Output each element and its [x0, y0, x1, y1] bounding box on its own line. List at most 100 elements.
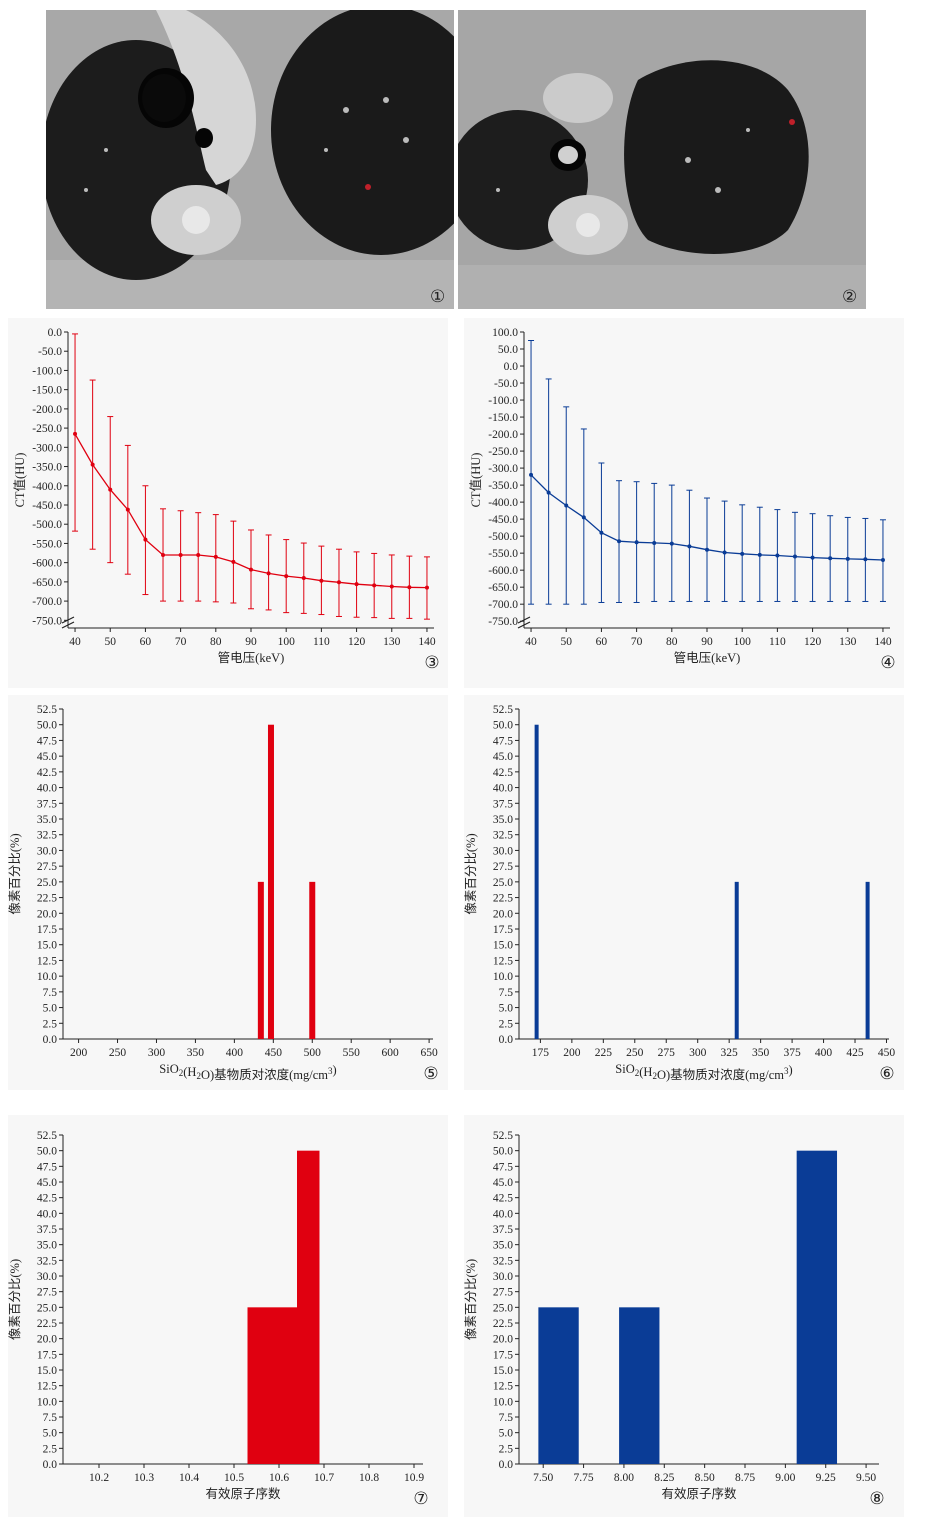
y-tick-label: 0.0 [499, 1034, 514, 1046]
x-tick-label: 350 [752, 1047, 770, 1059]
chart-background [464, 1115, 904, 1517]
data-point [319, 578, 324, 583]
y-tick-label: 25.0 [37, 877, 57, 889]
y-tick-label: 15.0 [37, 940, 57, 952]
y-tick-label: 30.0 [493, 845, 513, 857]
x-axis-label: 有效原子序数 [205, 1486, 281, 1501]
data-point [354, 582, 359, 587]
panel-marker: ③ [424, 653, 439, 673]
data-point [213, 554, 218, 559]
x-tick-label: 10.8 [359, 1472, 379, 1484]
y-tick-label: 20.0 [493, 908, 513, 920]
x-tick-label: 10.3 [134, 1472, 154, 1484]
x-axis-label-part: (H [183, 1065, 196, 1079]
data-point [757, 552, 762, 557]
y-tick-label: -200.0 [488, 429, 518, 441]
x-tick-label: 70 [631, 636, 643, 648]
y-tick-label: 20.0 [493, 1334, 513, 1346]
y-tick-label: 12.5 [493, 955, 513, 967]
y-tick-label: 40.0 [493, 783, 513, 795]
x-tick-label: 70 [175, 636, 187, 648]
x-tick-label: 200 [563, 1047, 581, 1059]
chart-background [464, 695, 904, 1090]
x-tick-label: 7.50 [533, 1472, 553, 1484]
x-axis-label-part: 2 [652, 1071, 657, 1081]
y-tick-label: 17.5 [37, 1349, 57, 1361]
x-axis-label-part: 2 [179, 1068, 184, 1078]
y-tick-label: 37.5 [37, 798, 57, 810]
x-axis-label: 有效原子序数 [661, 1486, 737, 1501]
x-tick-label: 225 [595, 1047, 613, 1059]
x-axis-label-part: SiO [615, 1062, 634, 1076]
x-tick-label: 40 [525, 636, 537, 648]
chart-background [8, 1115, 448, 1517]
panel-marker-2: ② [842, 287, 857, 307]
bar [247, 1307, 297, 1464]
data-point [125, 507, 130, 512]
y-tick-label: 0.0 [499, 1459, 514, 1471]
y-tick-label: 32.5 [37, 830, 57, 842]
y-tick-label: -550.0 [488, 548, 518, 560]
y-tick-label: 52.5 [493, 704, 513, 716]
y-tick-label: -400.0 [32, 481, 62, 493]
x-tick-label: 175 [532, 1047, 550, 1059]
bar [267, 724, 274, 1039]
bar [796, 1150, 838, 1464]
y-tick-label: 22.5 [493, 893, 513, 905]
panel-marker: ⑤ [423, 1064, 438, 1084]
x-axis-label-part: 3 [328, 1066, 333, 1076]
chart-6-concentration-blue: 0.0 2.5 5.0 7.5 10.0 12.5 15.0 17.5 20.0 22.5 25.0… [464, 695, 904, 1090]
y-tick-label: -200.0 [32, 404, 62, 416]
y-tick-label: 30.0 [37, 845, 57, 857]
y-tick-label: -50.0 [38, 346, 62, 358]
y-tick-label: 20.0 [37, 908, 57, 920]
x-axis-label-part: ) [789, 1063, 793, 1077]
x-axis-label-part: 2 [635, 1068, 640, 1078]
data-point [301, 576, 306, 581]
x-tick-label: 8.00 [614, 1472, 634, 1484]
x-tick-label: 40 [69, 636, 81, 648]
y-tick-label: 30.0 [37, 1271, 57, 1283]
panel-marker: ⑦ [413, 1489, 428, 1509]
chart-5-concentration-red: 0.0 2.5 5.0 7.5 10.0 12.5 15.0 17.5 20.0 22.5 25.0… [8, 695, 448, 1090]
y-tick-label: 2.5 [43, 1018, 58, 1030]
data-point [810, 555, 815, 560]
x-tick-label: 90 [245, 636, 257, 648]
x-tick-label: 110 [769, 636, 786, 648]
y-tick-label: 40.0 [37, 783, 57, 795]
data-point [863, 557, 868, 562]
x-tick-label: 275 [658, 1047, 676, 1059]
x-tick-label: 450 [878, 1047, 896, 1059]
y-tick-label: 35.0 [37, 814, 57, 826]
y-tick-label: 27.5 [493, 861, 513, 873]
y-tick-label: 50.0 [37, 720, 57, 732]
panel-marker: ⑧ [869, 1489, 884, 1509]
data-point [687, 544, 692, 549]
x-tick-label: 400 [815, 1047, 833, 1059]
x-tick-label: 140 [874, 636, 892, 648]
data-point [617, 539, 622, 544]
y-tick-label: 25.0 [493, 877, 513, 889]
x-tick-label: 300 [689, 1047, 707, 1059]
x-tick-label: 10.4 [179, 1472, 199, 1484]
axis-break-mark [517, 621, 531, 629]
data-point [196, 552, 201, 557]
y-tick-label: 37.5 [493, 798, 513, 810]
y-axis-label: 像素百分比(%) [8, 833, 22, 914]
y-tick-label: 7.5 [43, 987, 58, 999]
y-tick-label: 35.0 [493, 1240, 513, 1252]
data-point [634, 540, 639, 545]
data-point [178, 552, 183, 557]
bar [734, 881, 739, 1039]
data-point [336, 580, 341, 585]
data-point [231, 559, 236, 564]
y-tick-label: -700.0 [32, 596, 62, 608]
x-tick-label: 50 [104, 636, 116, 648]
y-tick-label: 5.0 [499, 1428, 514, 1440]
chart-8-svg: 0.0 2.5 5.0 7.5 10.0 12.5 15.0 17.5 20.0 22.5 25.0… [464, 1115, 904, 1517]
data-point [73, 431, 78, 436]
y-tick-label: 17.5 [37, 924, 57, 936]
x-axis-label: 管电压(keV) [674, 650, 741, 665]
y-tick-label: 17.5 [493, 924, 513, 936]
x-tick-label: 8.75 [735, 1472, 755, 1484]
